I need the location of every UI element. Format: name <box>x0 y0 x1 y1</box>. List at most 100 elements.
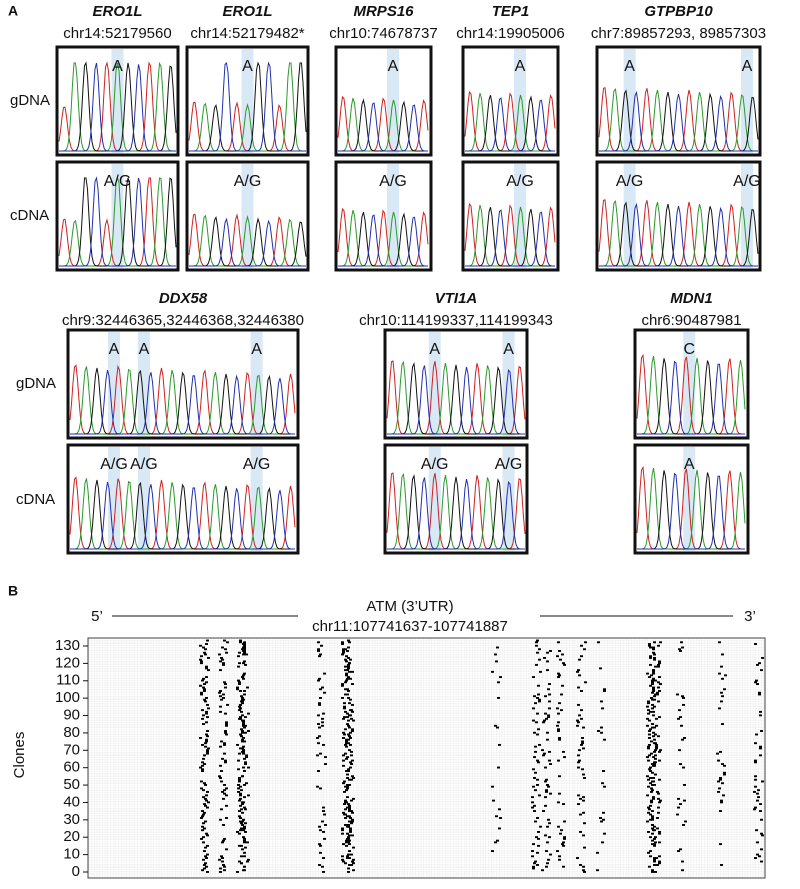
clone-dot <box>204 862 207 865</box>
chromatogram-box <box>383 328 529 440</box>
clone-dot <box>658 716 661 719</box>
clone-dot <box>241 648 244 651</box>
clone-dot <box>653 726 656 729</box>
clone-dot <box>537 761 540 764</box>
clone-dot <box>759 747 762 750</box>
gene-title: ATM (3’UTR) <box>366 598 453 615</box>
clone-dot <box>581 768 584 771</box>
clone-dot <box>243 827 246 830</box>
clone-dot <box>531 801 534 804</box>
clone-dot <box>239 804 242 807</box>
clone-dot <box>649 804 652 807</box>
clone-dot <box>350 717 353 720</box>
clone-dot <box>578 749 581 752</box>
clone-dot <box>536 712 539 715</box>
clone-dot <box>557 728 560 731</box>
clone-dot <box>350 864 353 866</box>
clone-dot <box>653 844 656 847</box>
clone-dot <box>531 806 534 809</box>
clone-dot <box>244 761 247 764</box>
clone-dot <box>348 641 351 644</box>
clone-dot <box>243 851 246 854</box>
clone-dot <box>348 834 351 837</box>
clone-dot <box>563 837 566 840</box>
clone-dot <box>318 864 321 866</box>
chromatogram-box <box>461 160 560 272</box>
clone-dot <box>577 766 580 769</box>
clone-dot <box>654 836 657 839</box>
trace <box>465 97 555 152</box>
trace <box>59 176 176 267</box>
clone-dot <box>236 688 239 691</box>
clone-dot <box>649 663 652 666</box>
clone-dot <box>578 759 581 762</box>
trace <box>599 89 759 152</box>
clone-dot <box>538 743 541 746</box>
clone-dot <box>544 834 547 837</box>
clone-dot <box>491 670 494 673</box>
trace <box>189 217 306 267</box>
clone-dot <box>582 865 585 868</box>
clone-dot <box>532 707 535 710</box>
clone-dot <box>238 778 241 781</box>
clone-dot <box>654 754 657 757</box>
clone-dot <box>345 738 348 741</box>
clone-dot <box>318 726 321 729</box>
clone-dot <box>351 834 354 837</box>
clone-dot <box>350 778 353 781</box>
clone-dot <box>202 714 205 717</box>
y-tick-label: 100 <box>55 689 80 706</box>
clone-dot <box>532 768 535 771</box>
clone-dot <box>219 871 222 873</box>
clone-dot <box>225 817 228 819</box>
clone-dot <box>222 697 225 699</box>
clone-dot <box>680 641 683 644</box>
clone-dot <box>651 818 654 821</box>
clone-dot <box>238 752 241 755</box>
clone-dot <box>237 787 240 790</box>
clone-dot <box>350 750 353 753</box>
clone-dot <box>241 824 244 826</box>
clone-dot <box>720 799 723 802</box>
clone-dot <box>206 853 209 856</box>
clone-dot <box>225 651 228 654</box>
clone-dot <box>682 703 685 706</box>
allele: A <box>503 341 514 358</box>
clone-dot <box>557 641 560 644</box>
clone-dot <box>754 643 757 645</box>
clone-dot <box>225 733 228 736</box>
clone-dot <box>754 857 757 859</box>
clone-dot <box>648 719 651 722</box>
clone-dot <box>758 691 761 694</box>
clone-dot <box>206 844 209 847</box>
clone-dot <box>317 742 320 745</box>
clone-dot <box>218 775 221 778</box>
clone-dot <box>544 712 547 715</box>
clone-dot <box>350 763 353 766</box>
clone-dot <box>345 839 348 842</box>
trace <box>59 61 176 152</box>
clone-dot <box>652 710 655 713</box>
y-tick-label: 30 <box>63 811 80 828</box>
clone-dot <box>651 726 654 729</box>
clone-dot <box>556 724 559 727</box>
clone-dot <box>647 806 650 809</box>
clone-dot <box>652 646 655 649</box>
clone-dot <box>237 679 240 682</box>
clone-dot <box>583 871 586 873</box>
clone-dot <box>239 690 242 692</box>
clone-dot <box>648 743 651 746</box>
clone-dot <box>201 761 204 764</box>
clone-dot <box>580 655 583 658</box>
clone-dot <box>649 656 652 659</box>
clone-dot <box>577 669 580 672</box>
clone-dot <box>317 770 320 772</box>
clone-dot <box>204 797 207 800</box>
clone-dot <box>558 858 561 861</box>
clone-dot <box>350 754 353 757</box>
clone-dot <box>345 770 348 772</box>
trace <box>637 360 745 435</box>
clone-dot <box>239 707 242 710</box>
clone-dot <box>659 799 662 802</box>
clone-dot <box>535 644 538 647</box>
